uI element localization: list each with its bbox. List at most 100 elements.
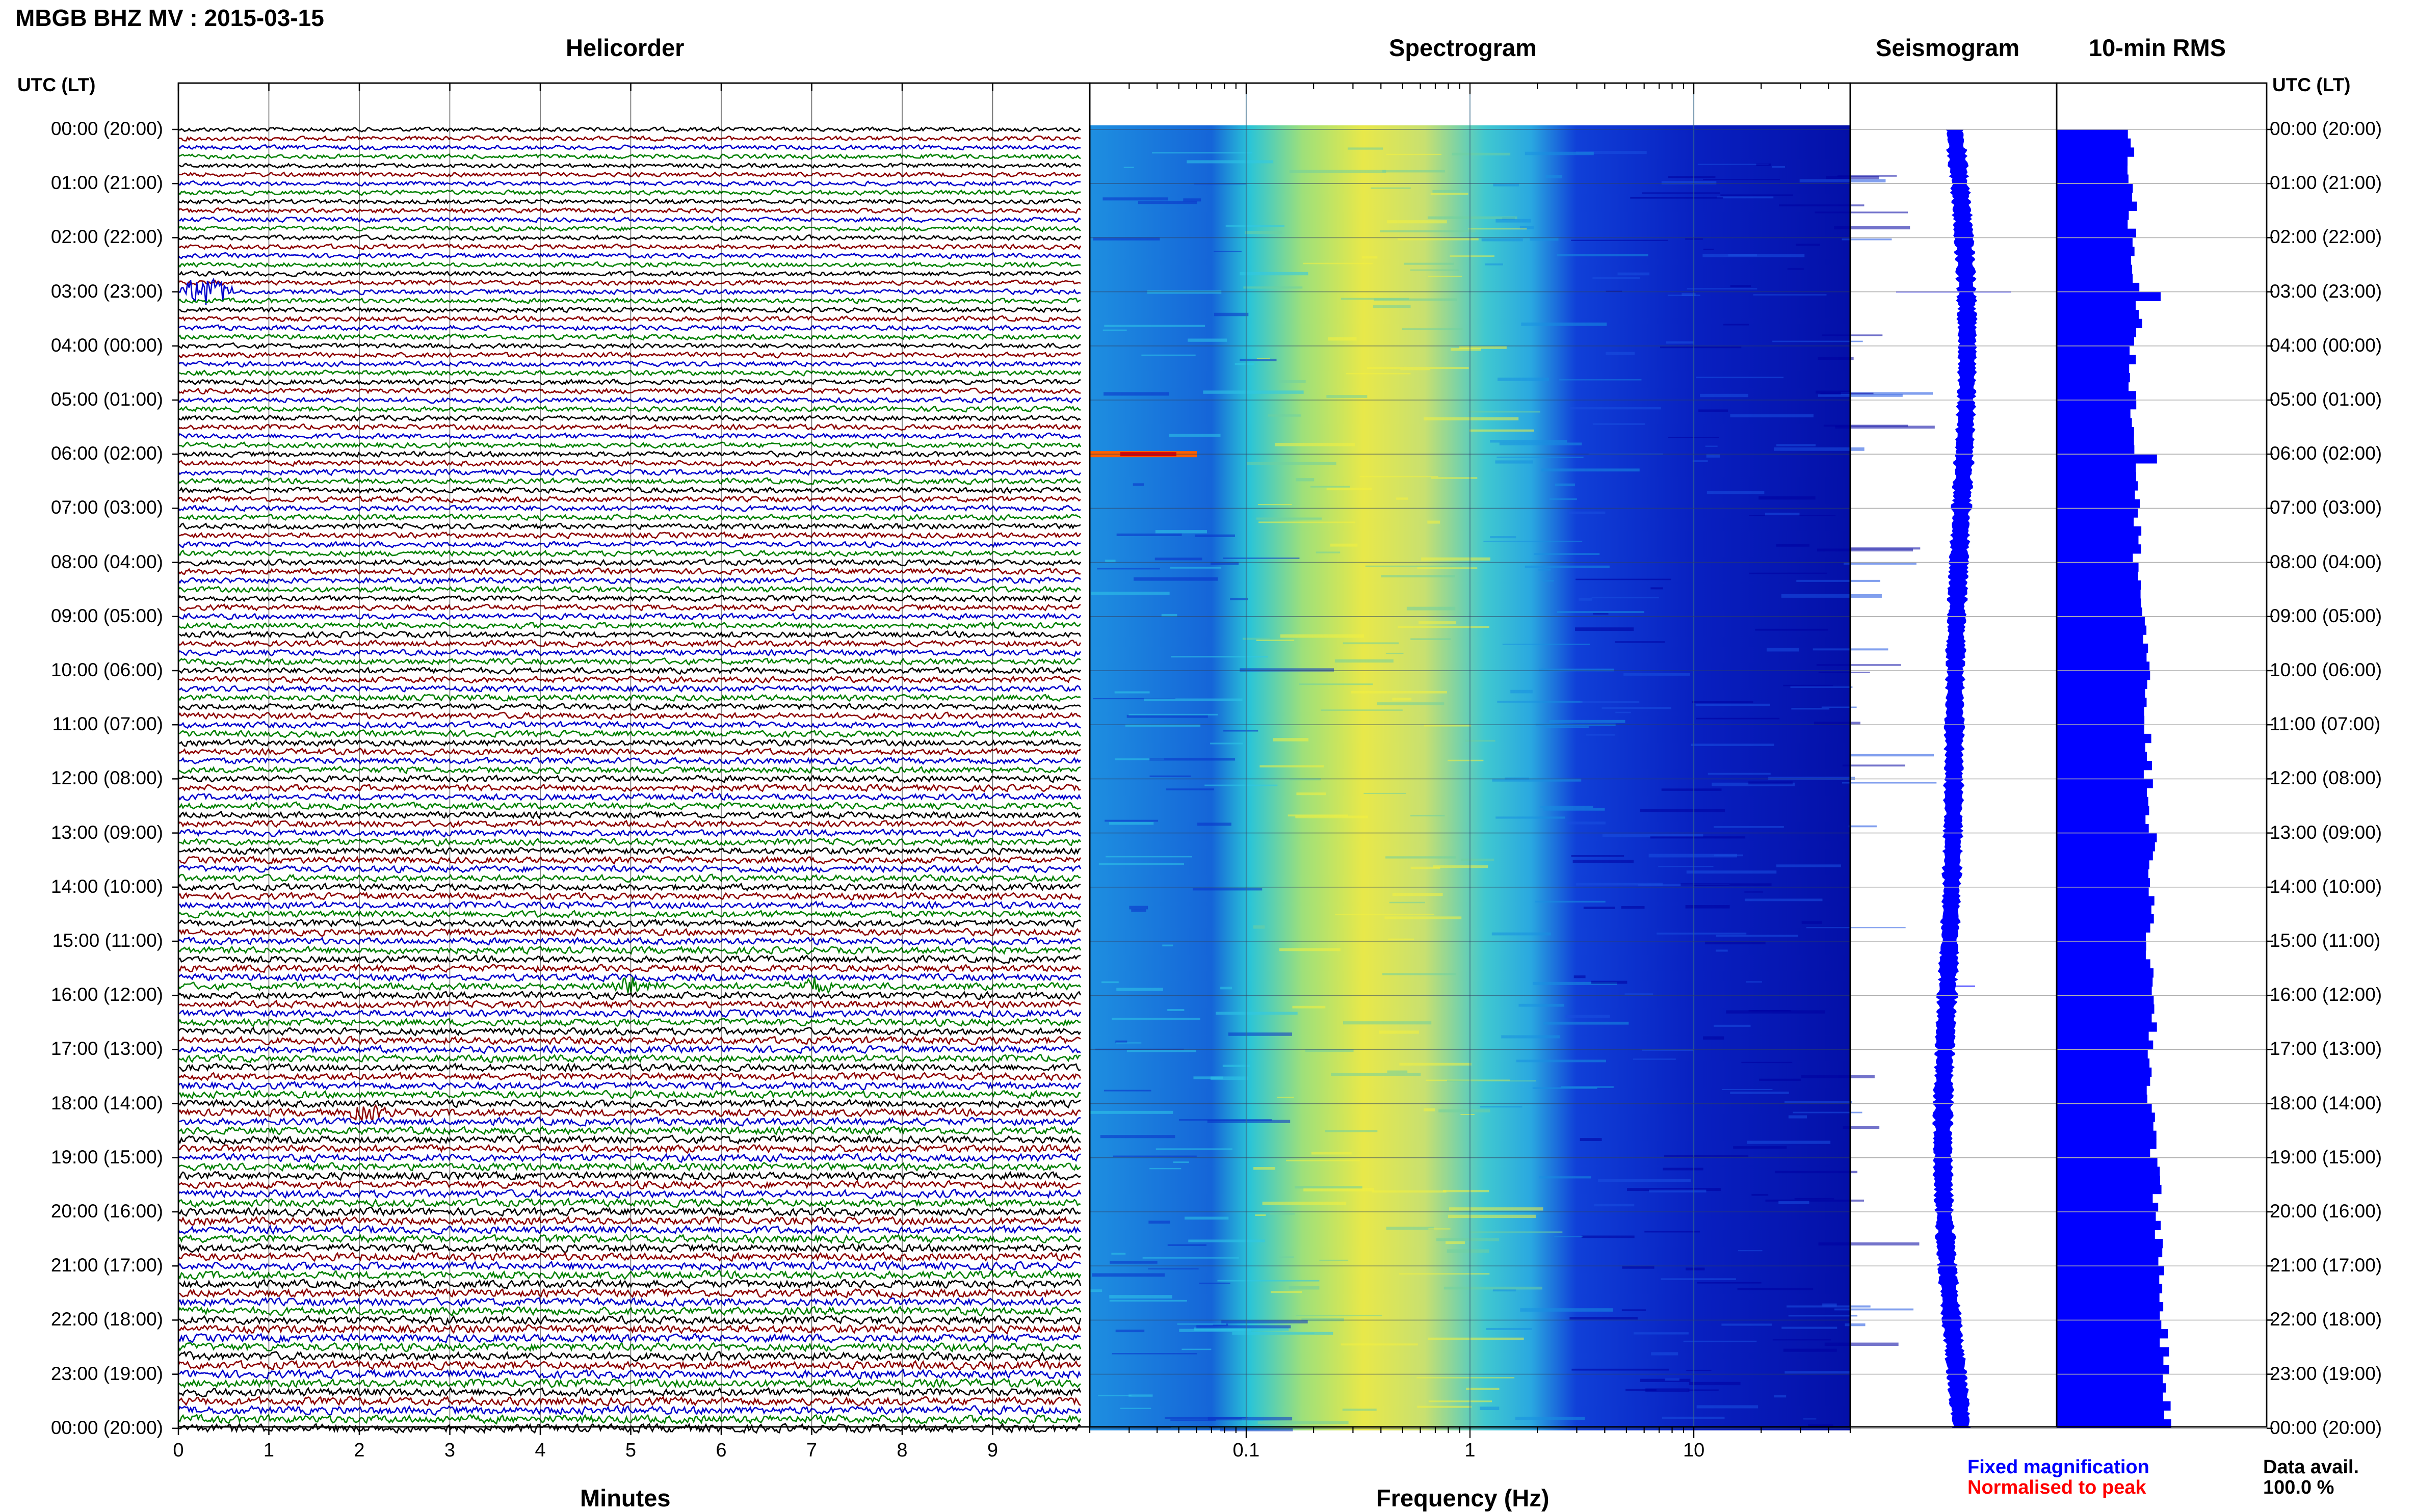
spectrogram-cell	[1431, 477, 1478, 479]
spectrogram-cell	[1334, 659, 1394, 663]
time-label-right: 17:00 (13:00)	[2270, 1038, 2382, 1059]
rms-bar	[2057, 652, 2147, 662]
spectrogram-cell	[1767, 648, 1799, 652]
rms-bar	[2057, 580, 2141, 590]
rms-bar	[2057, 598, 2141, 608]
spectrogram-cell	[1575, 151, 1647, 154]
helicorder-trace	[178, 603, 1081, 612]
spectrogram-cell	[1686, 870, 1777, 874]
rms-bar	[2057, 1076, 2150, 1086]
time-label-left: 23:00 (19:00)	[50, 1363, 163, 1384]
spectrogram-cell	[1648, 854, 1737, 858]
spectrogram-cell	[1705, 445, 1718, 447]
rms-bar	[2057, 589, 2141, 599]
spectrogram-cell	[1497, 700, 1583, 703]
spectrogram-cell	[1783, 1348, 1837, 1352]
spectrogram-cell	[1634, 1332, 1689, 1335]
spectrogram-cell	[1688, 1389, 1719, 1391]
rms-bar	[2057, 1112, 2155, 1122]
spectrogram-cell	[1268, 414, 1301, 417]
rms-bar	[2057, 1212, 2156, 1222]
helicorder-trace	[177, 1269, 1082, 1280]
spectrogram-cell	[1116, 533, 1182, 536]
spectrogram-cell	[1343, 642, 1399, 645]
spectrogram-cell	[1534, 553, 1600, 555]
spectrogram-cell	[1258, 521, 1356, 523]
spectrogram-cell	[1134, 577, 1218, 581]
spectrogram-cell	[1424, 417, 1519, 420]
spectrogram-cell	[1170, 1419, 1216, 1421]
spectrogram-cell	[1399, 1063, 1472, 1066]
spectrogram-cell	[1296, 1314, 1382, 1316]
spectrogram-cell	[1559, 379, 1642, 381]
spectrogram-cell	[1633, 1058, 1676, 1060]
spectrogram-cell	[1156, 1148, 1232, 1150]
helicorder-trace	[177, 1198, 1081, 1208]
rms-bar	[2057, 1410, 2164, 1420]
spectrogram-cell	[1382, 973, 1456, 975]
spectrogram-cell	[1245, 230, 1282, 234]
spectrogram-cell	[1728, 254, 1757, 257]
spectrogram-cell	[1565, 1015, 1610, 1018]
spectrogram-cell	[1663, 1168, 1703, 1171]
spectrogram-cell	[1109, 822, 1154, 825]
spectrogram-cell	[1544, 726, 1589, 728]
spectrogram-cell	[1162, 944, 1173, 947]
rms-bar	[2057, 698, 2147, 707]
spectrogram-cell	[1469, 1231, 1563, 1233]
spectrogram-cell	[1717, 196, 1774, 199]
time-label-left: 13:00 (09:00)	[50, 821, 163, 843]
spectrogram-cell	[1447, 1249, 1489, 1253]
rms-bar	[2057, 833, 2157, 842]
rms-bar	[2057, 905, 2151, 915]
spectrogram-cell	[1850, 754, 1934, 757]
spectrogram-cell	[1818, 672, 1870, 673]
rms-bar	[2057, 319, 2142, 328]
helicorder-trace	[178, 522, 1081, 530]
helicorder-trace	[178, 639, 1082, 648]
spectrogram-cell	[1392, 893, 1443, 896]
spectrogram-cell	[1626, 1188, 1721, 1191]
spectrogram-cell	[1491, 932, 1551, 936]
rms-bar	[2057, 301, 2136, 310]
helicorder-trace	[178, 540, 1081, 548]
rms-bar	[2057, 715, 2145, 725]
rms-title: 10-min RMS	[2089, 34, 2226, 61]
spectrogram-cell	[1586, 734, 1615, 736]
rms-bar	[2057, 815, 2146, 825]
spectrogram-cell	[1842, 764, 1905, 767]
spectrogram-cell	[1326, 487, 1372, 491]
helicorder-trace	[177, 1171, 1081, 1181]
spectrogram-cell	[1098, 1395, 1132, 1396]
spectrogram-cell	[1816, 664, 1901, 666]
spectrogram-cell	[1788, 1115, 1807, 1119]
spectrogram-cell	[1759, 1078, 1801, 1081]
spectrogram-cell	[1591, 980, 1627, 984]
rms-bar	[2057, 1338, 2160, 1348]
spectrogram-cell	[1256, 640, 1295, 641]
spectrogram-cell	[1384, 916, 1462, 919]
spectrogram-cell	[1199, 1282, 1230, 1284]
spectrogram-plot	[1090, 83, 1937, 1431]
helicorder-trace	[177, 873, 1081, 883]
spectrogram-cell	[1131, 909, 1146, 912]
spectrogram-cell	[1784, 1101, 1852, 1103]
helicorder-trace	[177, 1404, 1082, 1416]
rms-bar	[2057, 1184, 2162, 1195]
rms-bar	[2057, 1230, 2155, 1239]
helicorder-title: Helicorder	[566, 34, 685, 61]
spectrogram-cell	[1342, 1409, 1377, 1411]
spectrogram-cell	[1280, 634, 1364, 638]
spectrogram-cell	[1533, 982, 1617, 986]
rms-bar	[2057, 616, 2145, 626]
time-label-left: 02:00 (22:00)	[50, 226, 163, 248]
spectrogram-cell	[1816, 390, 1850, 394]
helicorder-trace	[178, 423, 1082, 431]
spectrogram-cell	[1566, 821, 1606, 825]
time-label-left: 00:00 (20:00)	[50, 118, 163, 139]
spectrogram-cell	[1781, 1327, 1837, 1329]
spectrogram-cell	[1367, 366, 1469, 369]
spectrogram-cell	[1417, 1405, 1472, 1408]
rms-bar	[2057, 328, 2136, 337]
spectrogram-cell	[1235, 363, 1255, 365]
